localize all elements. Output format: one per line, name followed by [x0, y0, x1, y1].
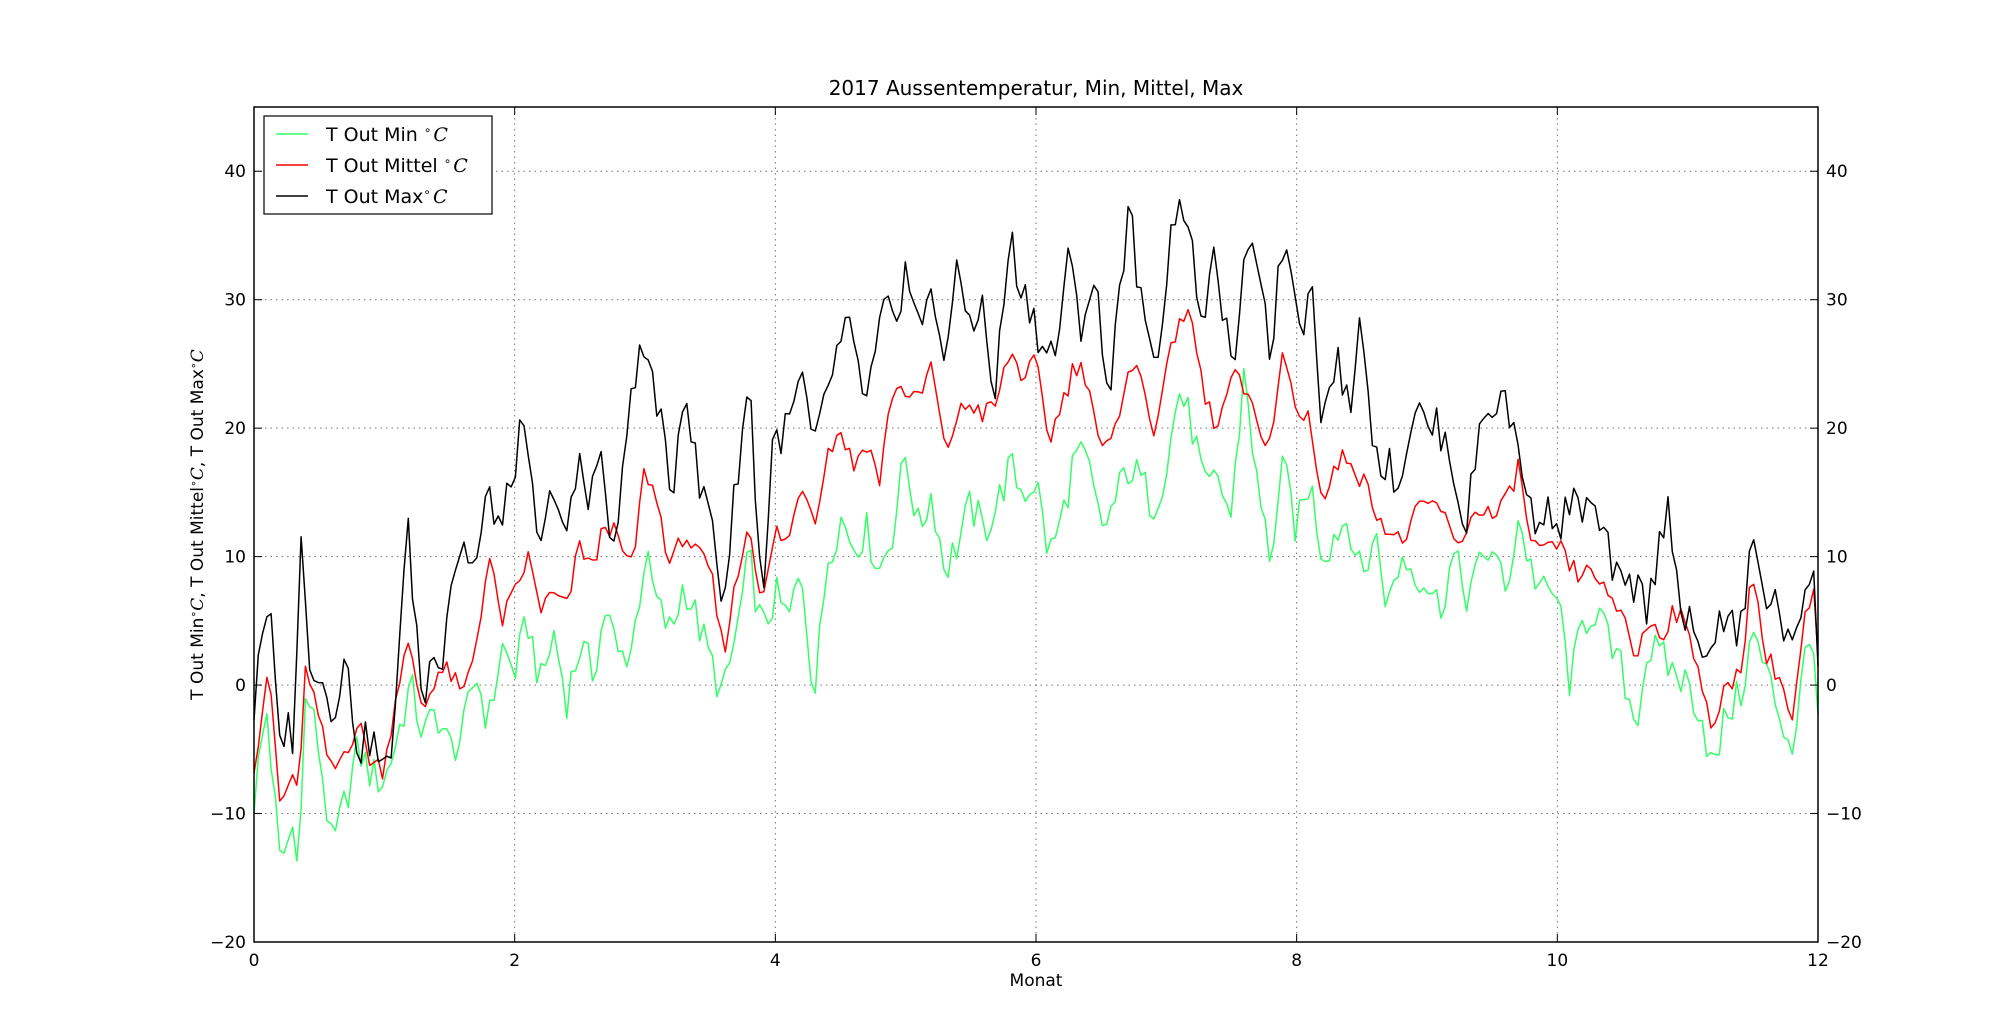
y-tick-label-right: 0: [1826, 676, 1837, 696]
legend-label-max: T Out Max∘ C: [325, 185, 448, 208]
y-label-unit: C: [188, 598, 208, 611]
grid-lines: [254, 107, 1818, 942]
y-tick-label-left: 30: [224, 291, 246, 311]
y-label-degree: ∘: [187, 362, 200, 369]
legend: T Out Min ∘ CT Out Mittel ∘ CT Out Max∘ C: [263, 115, 493, 215]
y-tick-label-right: −20: [1826, 933, 1862, 953]
y-label-text: , T Out Max: [188, 369, 208, 467]
legend-series-name: T Out Min: [325, 124, 424, 146]
y-label-text: T Out Min: [188, 618, 208, 701]
y-tick-label-left: 10: [224, 548, 246, 568]
legend-degree: ∘: [423, 185, 431, 199]
series-line-max: [253, 198, 1819, 764]
legend-unit: C: [453, 155, 468, 177]
y-label-degree: ∘: [187, 480, 200, 487]
y-tick-label-right: −10: [1826, 805, 1862, 825]
series-lines: [253, 198, 1819, 862]
legend-degree: ∘: [444, 154, 452, 168]
chart-title: 2017 Aussentemperatur, Min, Mittel, Max: [829, 76, 1244, 100]
legend-label-mittel: T Out Mittel ∘ C: [325, 154, 468, 177]
x-tick-label: 2: [509, 951, 520, 971]
y-tick-label-left: 20: [224, 419, 246, 439]
x-tick-label: 0: [249, 951, 260, 971]
series-line-mittel: [253, 308, 1819, 802]
legend-series-name: T Out Max: [325, 186, 423, 208]
y-tick-label-left: −20: [210, 933, 246, 953]
x-axis-label: Monat: [1010, 971, 1063, 991]
y-tick-label-left: 40: [224, 162, 246, 182]
y-tick-label-right: 20: [1826, 419, 1848, 439]
series-line-min: [253, 367, 1819, 862]
legend-unit: C: [433, 186, 448, 208]
y-tick-label-left: −10: [210, 805, 246, 825]
x-tick-label: 8: [1291, 951, 1302, 971]
y-axis-label: T Out Min∘C, T Out Mittel∘C, T Out Max∘C: [187, 349, 209, 701]
legend-series-name: T Out Mittel: [325, 155, 444, 177]
y-tick-label-left: 0: [235, 676, 246, 696]
x-tick-label: 6: [1031, 951, 1042, 971]
y-label-text: , T Out Mittel: [188, 487, 208, 598]
legend-label-min: T Out Min ∘ C: [325, 123, 448, 146]
y-tick-label-right: 10: [1826, 548, 1848, 568]
x-tick-label: 4: [770, 951, 781, 971]
y-label-unit: C: [188, 349, 208, 362]
legend-degree: ∘: [424, 123, 432, 137]
y-tick-label-right: 40: [1826, 162, 1848, 182]
y-tick-label-right: 30: [1826, 291, 1848, 311]
y-label-degree: ∘: [187, 611, 200, 618]
y-label-unit: C: [188, 467, 208, 480]
x-tick-label: 10: [1547, 951, 1569, 971]
legend-unit: C: [433, 124, 448, 146]
x-tick-label: 12: [1807, 951, 1829, 971]
